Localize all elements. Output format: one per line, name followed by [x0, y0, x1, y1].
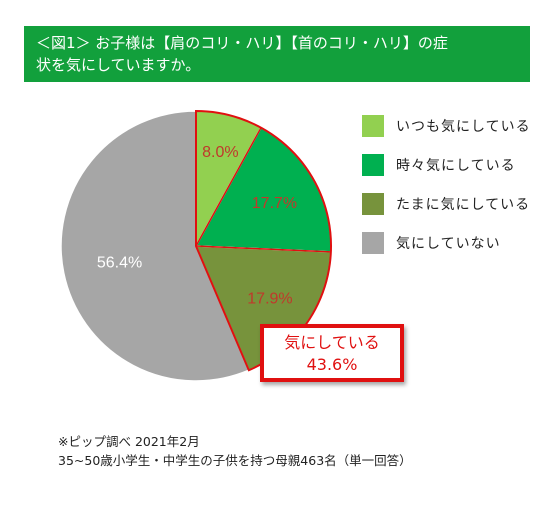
chart-title-line-1: ＜図1＞ お子様は【肩のコリ・ハリ】【首のコリ・ハリ】の症	[36, 34, 448, 52]
data-label-1: 8.0%	[202, 144, 238, 161]
source-footnote: ※ピップ調べ 2021年2月 35~50歳小学生・中学生の子供を持つ母親463名…	[58, 432, 412, 470]
legend-label: たまに気にしている	[396, 197, 531, 213]
chart-title-banner: ＜図1＞ お子様は【肩のコリ・ハリ】【首のコリ・ハリ】の症 状を気にしていますか…	[24, 26, 530, 82]
legend-swatch	[362, 154, 384, 176]
callout-label: 気にしている	[284, 333, 380, 352]
data-label-2: 17.7%	[252, 195, 297, 212]
footnote-line-2: 35~50歳小学生・中学生の子供を持つ母親463名（単一回答）	[58, 453, 412, 468]
highlight-divider-2	[195, 245, 331, 253]
total-callout-box: 気にしている 43.6%	[260, 324, 404, 382]
callout-value: 43.6%	[306, 355, 358, 374]
legend-swatch	[362, 193, 384, 215]
legend-label: 気にしていない	[396, 236, 501, 252]
legend-label: 時々気にしている	[396, 158, 516, 174]
legend-swatch	[362, 115, 384, 137]
legend-item-4: 気にしていない	[362, 231, 531, 255]
chart-title-line-2: 状を気にしていますか。	[36, 56, 201, 74]
data-label-3: 17.9%	[247, 290, 292, 307]
legend-label: いつも気にしている	[396, 119, 531, 135]
legend-item-1: いつも気にしている	[362, 114, 531, 138]
legend-item-3: たまに気にしている	[362, 192, 531, 216]
legend-item-2: 時々気にしている	[362, 153, 531, 177]
footnote-line-1: ※ピップ調べ 2021年2月	[58, 434, 200, 449]
chart-legend: いつも気にしている 時々気にしている たまに気にしている 気にしていない	[362, 114, 531, 270]
data-label-4: 56.4%	[97, 255, 142, 272]
legend-swatch	[362, 232, 384, 254]
highlight-divider-1	[195, 127, 262, 247]
pie-slice-4	[60, 110, 250, 382]
